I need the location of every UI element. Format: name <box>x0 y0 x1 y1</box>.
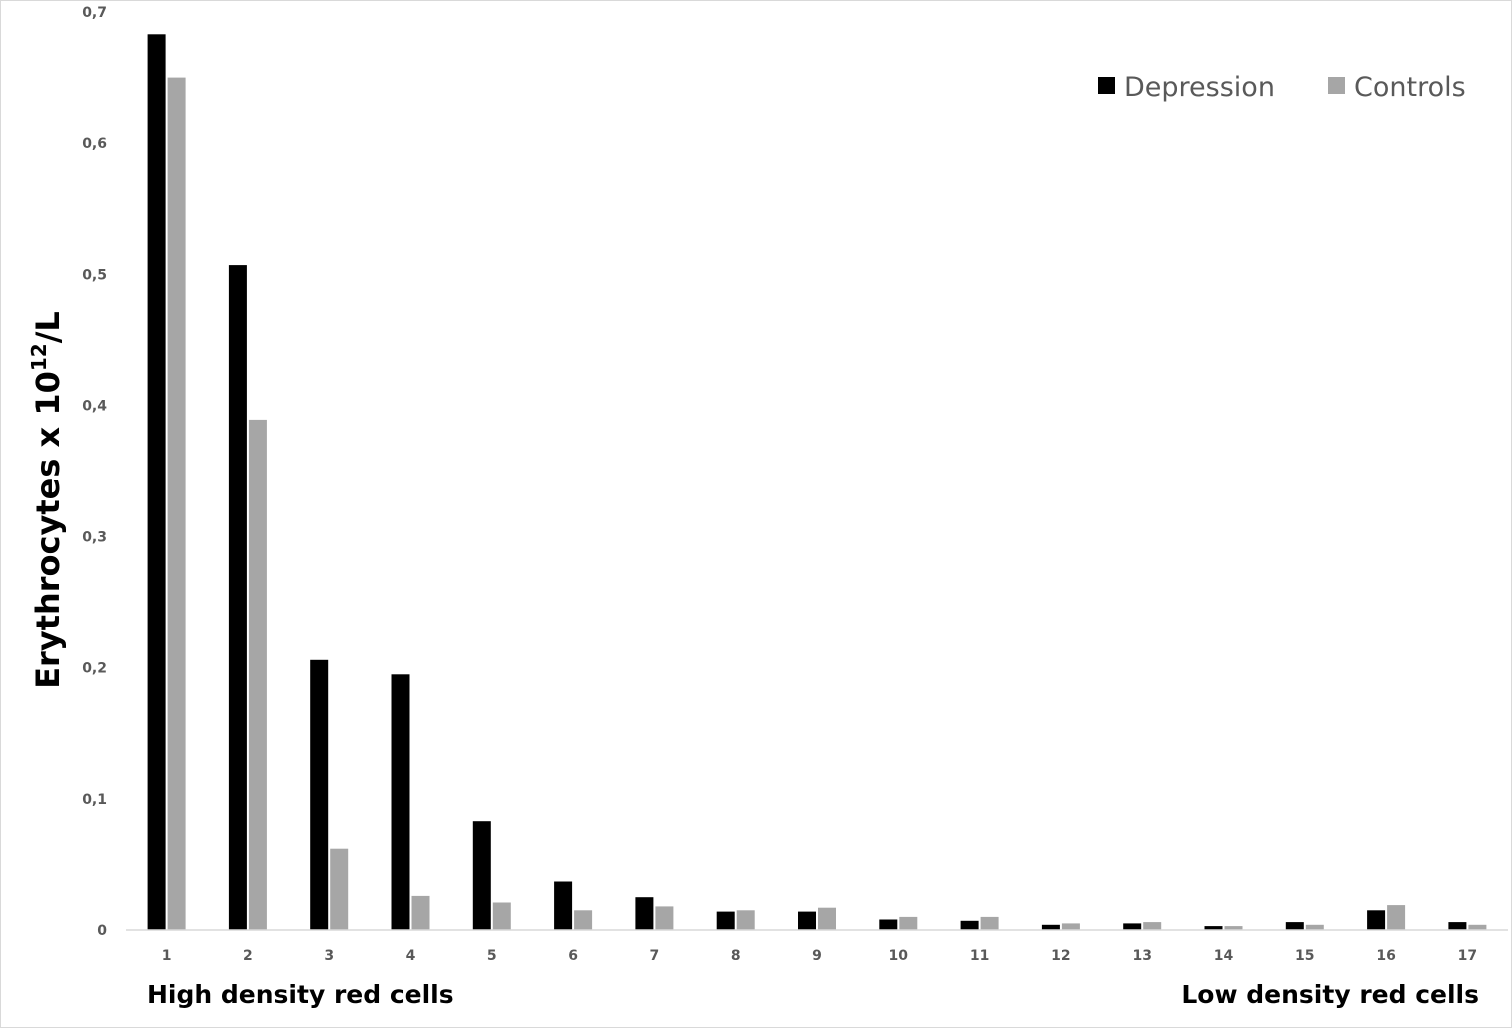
bar-controls-17 <box>1468 924 1487 930</box>
bar-depression-11 <box>960 920 979 930</box>
x-tick-label: 8 <box>731 948 741 964</box>
x-tick-label: 16 <box>1376 948 1395 964</box>
y-axis-ticks: 0 0,1 0,2 0,3 0,4 0,5 0,6 0,7 <box>82 5 107 939</box>
x-tick-label: 4 <box>406 948 416 964</box>
x-tick-label: 3 <box>324 948 334 964</box>
bar-depression-5 <box>472 821 491 930</box>
x-tick-label: 15 <box>1295 948 1314 964</box>
x-tick-label: 2 <box>243 948 253 964</box>
bar-depression-1 <box>147 34 166 931</box>
bar-depression-7 <box>635 897 654 930</box>
x-axis-ticks: 1 2 3 4 5 6 7 8 9 10 11 12 13 14 15 16 17 <box>162 948 1477 964</box>
x-tick-label: 5 <box>487 948 497 964</box>
x-tick-label: 14 <box>1214 948 1234 964</box>
bar-controls-8 <box>736 910 755 930</box>
bar-controls-16 <box>1387 905 1406 930</box>
bar-controls-4 <box>411 895 430 930</box>
x-axis-label-right: Low density red cells <box>1181 980 1479 1009</box>
y-axis-label-exponent: 12 <box>27 343 51 371</box>
bar-controls-15 <box>1305 924 1324 930</box>
y-tick-label: 0,1 <box>82 792 107 808</box>
y-tick-label: 0,6 <box>82 136 107 152</box>
bar-controls-11 <box>980 916 999 930</box>
bar-controls-7 <box>655 906 674 930</box>
bar-depression-9 <box>798 911 816 930</box>
x-tick-label: 17 <box>1458 948 1477 964</box>
legend-swatch-depression <box>1098 77 1115 94</box>
legend: Depression Controls <box>1098 72 1466 103</box>
bar-controls-1 <box>167 77 186 931</box>
bar-controls-12 <box>1061 923 1080 930</box>
bar-depression-14 <box>1204 926 1223 930</box>
x-tick-label: 7 <box>650 948 660 964</box>
x-tick-label: 9 <box>812 948 822 964</box>
bar-depression-4 <box>391 674 410 930</box>
y-tick-label: 0,2 <box>82 661 107 677</box>
bar-depression-12 <box>1041 924 1060 930</box>
bar-depression-15 <box>1285 922 1304 930</box>
bar-controls-3 <box>330 848 349 930</box>
bar-depression-8 <box>716 911 735 930</box>
x-tick-label: 13 <box>1132 948 1151 964</box>
legend-swatch-controls <box>1328 77 1345 94</box>
legend-label-controls: Controls <box>1354 72 1466 103</box>
bars <box>147 34 1487 931</box>
bar-controls-9 <box>818 907 836 930</box>
y-axis-label: Erythrocytes x 1012/L <box>27 311 67 689</box>
bar-depression-16 <box>1367 910 1386 930</box>
bar-depression-2 <box>228 265 247 931</box>
y-tick-label: 0,7 <box>82 5 107 21</box>
x-tick-label: 12 <box>1051 948 1070 964</box>
bar-controls-5 <box>492 902 511 930</box>
bar-controls-2 <box>248 419 267 930</box>
y-tick-label: 0 <box>97 923 107 939</box>
x-tick-label: 1 <box>162 948 172 964</box>
bar-depression-3 <box>310 659 329 930</box>
bar-depression-13 <box>1123 923 1142 930</box>
y-axis-label-unit: /L <box>29 311 67 343</box>
legend-label-depression: Depression <box>1124 72 1275 103</box>
bar-depression-10 <box>879 919 898 930</box>
y-axis-label-main: Erythrocytes x 10 <box>29 371 67 689</box>
y-tick-label: 0,4 <box>82 398 107 414</box>
x-tick-label: 11 <box>970 948 989 964</box>
x-tick-label: 10 <box>889 948 909 964</box>
bar-depression-17 <box>1448 922 1467 930</box>
bar-depression-6 <box>554 881 573 930</box>
bar-controls-6 <box>574 910 593 930</box>
x-axis-label-left: High density red cells <box>147 980 454 1009</box>
y-tick-label: 0,5 <box>82 267 107 283</box>
x-tick-label: 6 <box>568 948 578 964</box>
bar-controls-14 <box>1224 926 1243 930</box>
bar-controls-13 <box>1143 922 1162 930</box>
y-tick-label: 0,3 <box>82 530 107 546</box>
bar-controls-10 <box>899 916 918 930</box>
